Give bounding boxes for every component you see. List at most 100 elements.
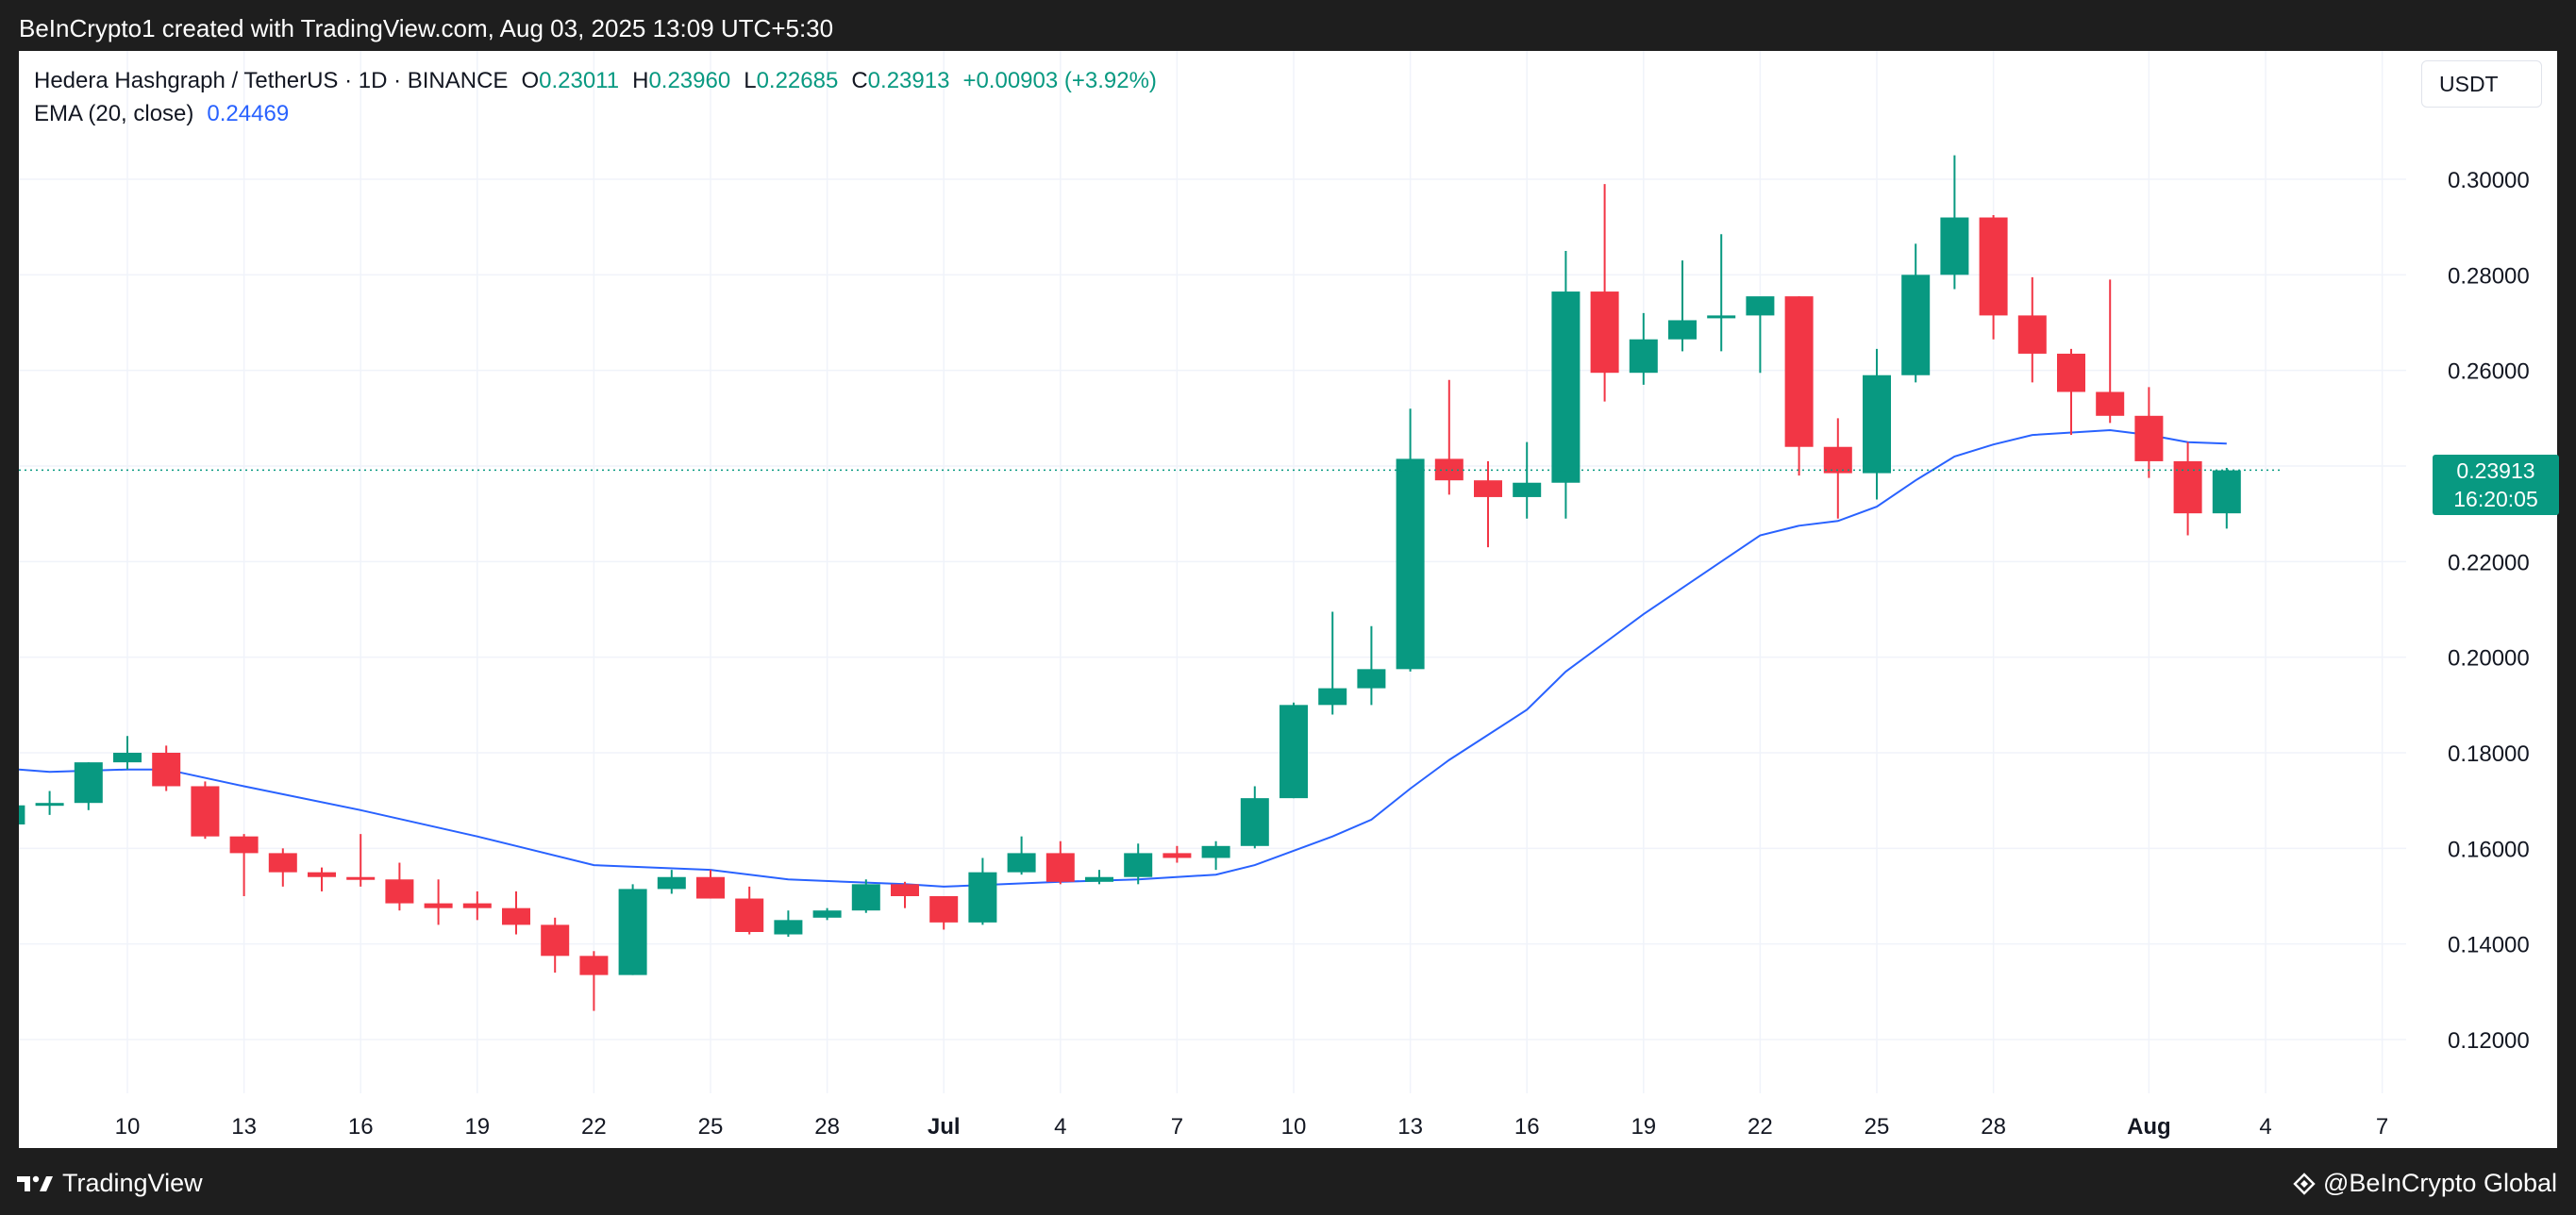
candle[interactable] [1007, 836, 1036, 875]
candle[interactable] [2173, 441, 2202, 536]
candle-body [891, 884, 919, 896]
candle[interactable] [1474, 460, 1502, 548]
candle-body [579, 956, 609, 975]
candle[interactable] [1863, 348, 1891, 500]
candle[interactable] [1707, 234, 1736, 352]
candle[interactable] [1590, 184, 1619, 402]
candle[interactable] [1629, 312, 1658, 385]
candle[interactable] [2096, 279, 2125, 424]
candle-body [152, 753, 181, 787]
candle-body [1629, 339, 1658, 374]
candle[interactable] [229, 834, 259, 896]
candle[interactable] [308, 867, 336, 891]
symbol-title[interactable]: Hedera Hashgraph / TetherUS · 1D · BINAN… [34, 68, 509, 93]
candle[interactable] [1823, 418, 1852, 519]
x-tick-label: 4 [2259, 1114, 2271, 1140]
candle[interactable] [1240, 786, 1269, 849]
candlestick-chart[interactable]: 0.12000 0.14000 0.16000 0.18000 0.20000 0.220… [19, 51, 2557, 1148]
candle[interactable] [891, 881, 919, 908]
ema-layer [19, 428, 2227, 888]
candle[interactable] [541, 917, 570, 974]
candle-body [1396, 458, 1425, 670]
candle[interactable] [851, 879, 880, 913]
close-label: C [851, 68, 868, 93]
candle[interactable] [1280, 702, 1308, 799]
candle[interactable] [735, 886, 764, 935]
candle[interactable] [1901, 243, 1931, 383]
last-price-tag: 0.23913 16:20:05 [2433, 455, 2559, 515]
ohlc-row: Hedera Hashgraph / TetherUS · 1D · BINAN… [34, 64, 1157, 97]
tradingview-logo[interactable]: TradingView [17, 1169, 203, 1198]
candle[interactable] [812, 907, 842, 921]
candle[interactable] [2134, 387, 2164, 478]
candle[interactable] [268, 848, 297, 887]
candle[interactable] [113, 736, 142, 770]
candle[interactable] [2212, 468, 2241, 529]
candle[interactable] [1940, 155, 1969, 290]
candle-body [968, 872, 997, 923]
candle[interactable] [696, 870, 725, 899]
candle-body [1823, 446, 1852, 474]
high-value: 0.23960 [648, 68, 731, 93]
x-tick-label: 4 [1054, 1114, 1066, 1140]
candle[interactable] [346, 834, 376, 887]
candle[interactable] [1357, 625, 1386, 706]
ema-label[interactable]: EMA (20, close) [34, 101, 194, 126]
x-tick-label: 13 [231, 1114, 257, 1140]
candle-body [1124, 853, 1153, 877]
high-label: H [632, 68, 649, 93]
x-tick-label: 19 [1631, 1114, 1656, 1140]
candle[interactable] [1318, 611, 1347, 715]
candle[interactable] [1551, 251, 1581, 519]
x-tick-label: Jul [928, 1114, 961, 1140]
candle[interactable] [618, 884, 647, 975]
candle[interactable] [385, 862, 414, 911]
candle[interactable] [1396, 408, 1425, 672]
candle[interactable] [152, 745, 181, 791]
candle[interactable] [774, 910, 803, 938]
candle-body [1434, 458, 1464, 481]
candle[interactable] [35, 791, 64, 815]
candle-body [308, 872, 336, 877]
candle-body [1474, 480, 1502, 497]
tradingview-icon [17, 1175, 53, 1191]
candle[interactable] [1746, 296, 1775, 374]
candle[interactable] [424, 879, 453, 925]
currency-button[interactable]: USDT [2421, 60, 2542, 108]
candle[interactable] [2017, 276, 2047, 383]
candle[interactable] [502, 890, 530, 935]
candle[interactable] [74, 762, 103, 810]
candle[interactable] [2057, 348, 2085, 436]
candle[interactable] [968, 857, 997, 925]
y-tick-label: 0.20000 [2448, 646, 2530, 672]
candle[interactable] [1201, 841, 1230, 871]
candle[interactable] [1513, 441, 1542, 519]
beincrypto-logo: @BeInCrypto Global [2293, 1169, 2557, 1198]
chart-area[interactable]: 0.12000 0.14000 0.16000 0.18000 0.20000 0.220… [19, 51, 2559, 1148]
open-label: O [521, 68, 540, 93]
candle[interactable] [1163, 845, 1192, 863]
candle-body [2173, 460, 2202, 514]
candle[interactable] [1668, 260, 1697, 352]
top-bar: BeInCrypto1 created with TradingView.com… [0, 0, 2576, 51]
x-tick-label: 28 [814, 1114, 840, 1140]
candle[interactable] [1124, 843, 1153, 885]
candle[interactable] [1979, 215, 2008, 340]
candle[interactable] [19, 805, 25, 834]
candle[interactable] [657, 870, 686, 894]
candle[interactable] [1045, 841, 1075, 885]
candle-body [502, 907, 530, 925]
candle-body [1668, 320, 1697, 340]
candle[interactable] [462, 890, 492, 921]
candle[interactable] [1085, 870, 1113, 885]
candle-body [618, 889, 647, 975]
candle-body [1863, 374, 1891, 474]
candle[interactable] [579, 951, 609, 1011]
candle[interactable] [1434, 379, 1464, 495]
candle-body [2212, 470, 2241, 514]
ema-row: EMA (20, close) 0.24469 [34, 97, 1157, 130]
candle-body [2096, 391, 2125, 416]
candle[interactable] [929, 896, 959, 930]
candle[interactable] [1784, 296, 1814, 476]
candle[interactable] [191, 781, 220, 840]
